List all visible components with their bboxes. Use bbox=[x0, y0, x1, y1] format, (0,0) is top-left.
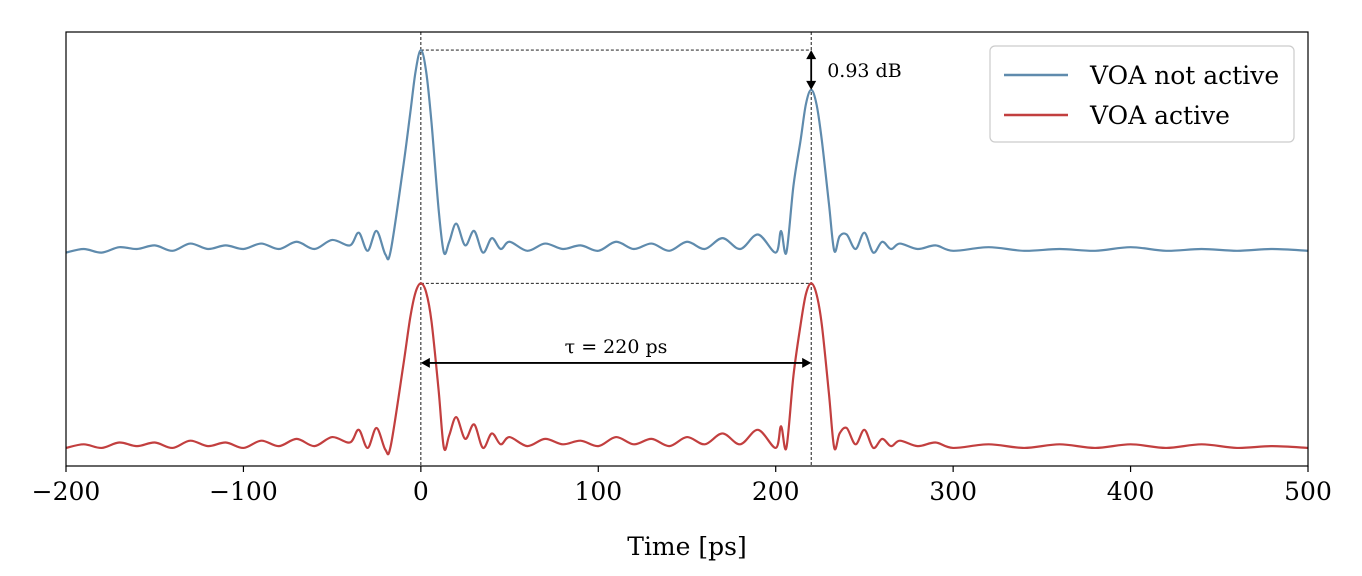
x-tick-label: 100 bbox=[574, 477, 622, 506]
series-line-voa-active bbox=[66, 282, 1308, 456]
guide-lines bbox=[420, 32, 812, 466]
x-tick-label: −200 bbox=[32, 477, 101, 506]
delay-arrow-head-right bbox=[802, 357, 812, 368]
attenuation-arrow-head-bottom bbox=[806, 80, 817, 90]
legend-label-voa-active: VOA active bbox=[1089, 101, 1230, 130]
x-axis: −200 −100 0 100 200 300 400 500 bbox=[32, 466, 1332, 506]
x-tick-label: 200 bbox=[752, 477, 800, 506]
legend-label-voa-not-active: VOA not active bbox=[1089, 61, 1279, 90]
series-line-voa-not-active bbox=[66, 48, 1308, 261]
attenuation-arrow-head-top bbox=[806, 50, 817, 60]
x-tick-label: −100 bbox=[209, 477, 278, 506]
legend-box bbox=[989, 45, 1295, 143]
plot-frame bbox=[65, 31, 1309, 467]
attenuation-label: 0.93 dB bbox=[827, 60, 901, 82]
delay-label: τ = 220 ps bbox=[565, 336, 668, 358]
x-tick-label: 0 bbox=[413, 477, 429, 506]
series-layer bbox=[66, 48, 1308, 456]
x-tick-label: 400 bbox=[1107, 477, 1155, 506]
delay-arrow-head-left bbox=[420, 357, 430, 368]
x-tick-label: 500 bbox=[1284, 477, 1332, 506]
x-tick-label: 300 bbox=[929, 477, 977, 506]
annotation-layer: 0.93 dB τ = 220 ps bbox=[420, 50, 902, 368]
x-axis-label: Time [ps] bbox=[627, 532, 746, 561]
legend[interactable]: VOA not active VOA active bbox=[989, 45, 1295, 143]
